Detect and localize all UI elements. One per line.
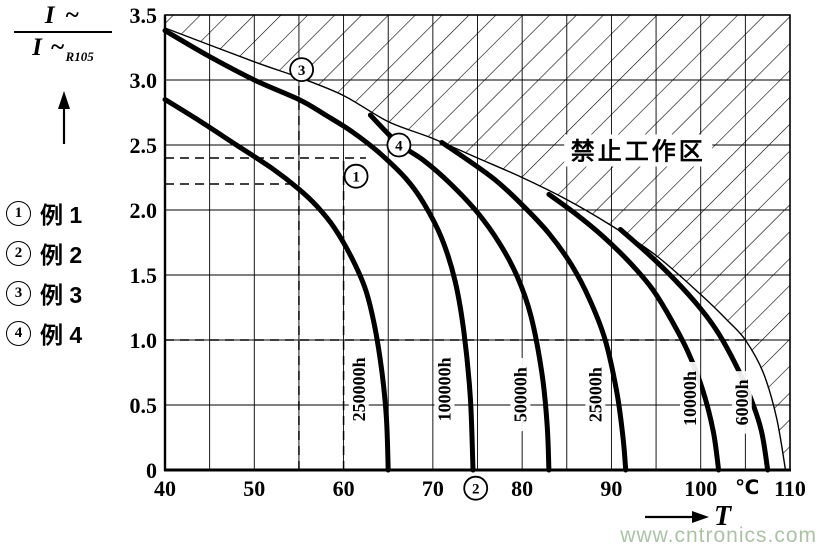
curve-label-6000h: 6000h: [732, 379, 752, 425]
legend-item-4: 4 例 4: [6, 318, 82, 348]
y-tick-label: 1.0: [130, 328, 158, 353]
marker-circle-2: [463, 475, 489, 501]
forbidden-zone-boundary: [164, 27, 787, 471]
legend-item-2: 2 例 2: [6, 238, 82, 268]
x-tick-label: 80: [511, 476, 533, 501]
y-axis-label: I ~ I ~R105: [12, 2, 114, 65]
curve-label-bg: [348, 347, 369, 432]
y-tick-label: 3.5: [130, 3, 158, 28]
curve-6000h: [617, 227, 771, 473]
forbidden-zone: [165, 15, 790, 470]
legend-marker-4: 4: [6, 320, 31, 346]
marker-num-3: 3: [298, 63, 306, 79]
x-axis-label: T: [645, 501, 731, 533]
curve-label-bg: [434, 347, 455, 432]
x-tick-label: 100: [684, 476, 717, 501]
curve-label-bg: [585, 358, 606, 432]
curve-label-10000h: 10000h: [680, 371, 700, 426]
forbidden-zone-label: 禁止工作区: [571, 139, 706, 166]
legend-marker-1: 1: [6, 200, 31, 226]
marker-num-1: 1: [352, 170, 360, 186]
legend-item-1: 1 例 1: [6, 198, 82, 228]
curve-250000h: [162, 97, 391, 473]
curve-label-bg: [731, 371, 752, 434]
watermark: www.cntronics.com: [620, 524, 817, 547]
curve-label-250000h: 250000h: [349, 357, 369, 421]
legend-label-4: 例 4: [40, 322, 83, 348]
fraction-bar: [14, 31, 112, 33]
x-tick-label: 70: [422, 476, 444, 501]
y-tick-label: 3.0: [130, 68, 158, 93]
curve-25000h: [439, 139, 629, 473]
x-tick-label: 110: [774, 476, 806, 501]
y-tick-label: 1.5: [130, 263, 158, 288]
curve-100000h: [162, 28, 476, 473]
x-tick-label: 50: [243, 476, 265, 501]
y-axis-denominator-base: I ~: [32, 34, 66, 61]
curve-label-25000h: 25000h: [585, 367, 605, 422]
y-tick-label: 0.5: [130, 393, 158, 418]
curve-label-bg: [510, 358, 531, 432]
marker-circle-4: [386, 132, 412, 158]
legend-label-1: 例 1: [40, 202, 83, 228]
curve-label-100000h: 100000h: [434, 357, 454, 421]
legend-marker-3: 3: [6, 280, 31, 306]
y-tick-label: 0: [146, 458, 157, 483]
right-arrow-icon: [645, 511, 709, 523]
y-tick-label: 2.5: [130, 133, 158, 158]
x-tick-label: 60: [333, 476, 355, 501]
legend-marker-2: 2: [6, 240, 31, 266]
marker-circle-1: [343, 163, 369, 189]
curve-label-50000h: 50000h: [510, 367, 530, 422]
forbidden-zone-label-bg: [564, 134, 713, 167]
legend-label-3: 例 3: [40, 282, 83, 308]
y-axis-denominator: I ~R105: [12, 34, 114, 65]
x-axis-symbol: T: [714, 501, 732, 532]
x-unit-label: ℃: [735, 475, 759, 499]
up-arrow-icon: [58, 91, 70, 144]
curve-50000h: [367, 112, 552, 473]
legend-label-2: 例 2: [40, 242, 83, 268]
curve-label-bg: [680, 362, 700, 435]
legend-item-3: 3 例 3: [6, 278, 82, 308]
y-axis-numerator: I ~: [44, 2, 82, 29]
curve-10000h: [546, 191, 722, 473]
y-axis-denominator-sub: R105: [65, 49, 94, 64]
x-tick-label: 40: [154, 476, 176, 501]
marker-num-2: 2: [472, 482, 480, 498]
marker-circle-3: [289, 57, 315, 82]
legend: 1 例 1 2 例 2 3 例 3 4 例 4: [6, 198, 82, 358]
marker-num-4: 4: [395, 139, 403, 155]
x-tick-label: 90: [600, 476, 622, 501]
y-tick-label: 2.0: [130, 198, 158, 223]
